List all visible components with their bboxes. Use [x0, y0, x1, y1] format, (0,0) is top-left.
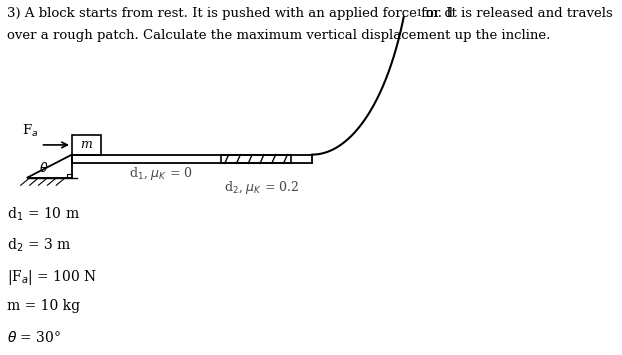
Text: 3) A block starts from rest. It is pushed with an applied force for d: 3) A block starts from rest. It is pushe…: [7, 7, 453, 20]
Text: m: m: [80, 138, 92, 152]
Text: d$_2$ = 3 m: d$_2$ = 3 m: [7, 237, 71, 254]
Text: d$_1$, $\mu_K$ = 0: d$_1$, $\mu_K$ = 0: [129, 165, 193, 182]
Text: |F$_a$| = 100 N: |F$_a$| = 100 N: [7, 268, 97, 287]
Text: m. It is released and travels: m. It is released and travels: [421, 7, 613, 20]
Bar: [221, 155, 291, 163]
Text: d$_1$ = 10 m: d$_1$ = 10 m: [7, 206, 80, 223]
Text: d$_2$, $\mu_K$ = 0.2: d$_2$, $\mu_K$ = 0.2: [224, 179, 299, 196]
Text: $\theta$: $\theta$: [39, 161, 49, 175]
Bar: [72, 135, 101, 155]
Text: $\theta$ = 30°: $\theta$ = 30°: [7, 330, 61, 345]
Text: m = 10 kg: m = 10 kg: [7, 299, 80, 313]
Text: 1: 1: [415, 9, 422, 18]
Text: over a rough patch. Calculate the maximum vertical displacement up the incline.: over a rough patch. Calculate the maximu…: [7, 29, 550, 42]
Text: F$_a$: F$_a$: [22, 122, 39, 138]
